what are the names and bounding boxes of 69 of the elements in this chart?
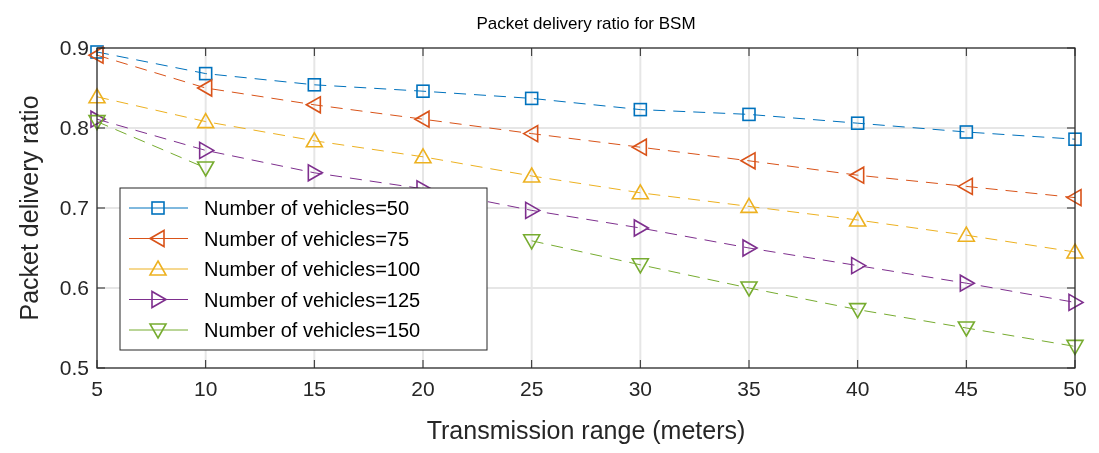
x-tick-label: 50 [1063, 377, 1087, 400]
point [742, 239, 758, 257]
x-tick-label: 15 [302, 377, 327, 400]
point [524, 201, 541, 220]
x-tick-label: 30 [628, 377, 653, 400]
point [88, 114, 106, 131]
point [198, 66, 213, 81]
point [90, 110, 106, 128]
point [740, 152, 756, 170]
point [740, 281, 758, 297]
point [522, 167, 541, 183]
point [307, 164, 324, 182]
point [957, 321, 976, 337]
point [742, 107, 756, 122]
point [307, 78, 322, 92]
point [522, 124, 539, 143]
point [1066, 188, 1082, 207]
point [196, 112, 215, 129]
point [957, 226, 976, 242]
point [850, 116, 865, 130]
point [88, 88, 106, 104]
point [848, 302, 867, 319]
y-tick-label: 0.6 [59, 276, 89, 299]
point [305, 96, 322, 114]
x-tick-label: 10 [193, 377, 218, 400]
point [1066, 243, 1084, 259]
point [848, 211, 867, 227]
x-tick-label: 5 [91, 377, 103, 400]
y-tick-label: 0.8 [59, 116, 89, 139]
point [196, 79, 213, 97]
point [631, 184, 650, 200]
x-tick-label: 40 [845, 377, 870, 400]
chart-title: Packet delivery ratio for BSM [476, 14, 696, 33]
point [416, 84, 430, 98]
point [959, 274, 976, 292]
legend-label: Number of vehicles=100 [204, 258, 421, 280]
x-tick-label: 45 [954, 377, 979, 400]
point [1068, 293, 1084, 312]
x-axis-title: Transmission range (meters) [426, 416, 746, 444]
y-tick-label: 0.5 [59, 356, 89, 379]
point [522, 234, 541, 250]
legend-label: Number of vehicles=50 [204, 197, 410, 219]
point [959, 125, 974, 139]
point [633, 102, 648, 117]
x-tick-label: 20 [411, 377, 435, 400]
y-tick-label: 0.7 [59, 196, 89, 219]
point [633, 219, 650, 237]
point [414, 110, 430, 128]
legend-label: Number of vehicles=75 [204, 227, 410, 250]
point [1066, 339, 1084, 356]
x-tick-label: 25 [519, 377, 544, 400]
point [414, 148, 432, 164]
point [740, 197, 758, 214]
point [1068, 132, 1082, 146]
x-tick-label: 35 [737, 377, 761, 400]
legend-label: Number of vehicles=125 [204, 288, 421, 311]
point [198, 141, 215, 160]
point [196, 161, 215, 177]
legend-label: Number of vehicles=150 [204, 319, 421, 341]
y-axis-title: Packet delivery ratio [15, 95, 43, 321]
point [631, 138, 648, 156]
point [957, 177, 974, 196]
point [305, 132, 324, 148]
point [848, 166, 865, 184]
y-tick-label: 0.9 [59, 36, 89, 59]
point [850, 256, 867, 275]
point [631, 258, 650, 274]
point [88, 46, 104, 64]
point [524, 91, 539, 106]
